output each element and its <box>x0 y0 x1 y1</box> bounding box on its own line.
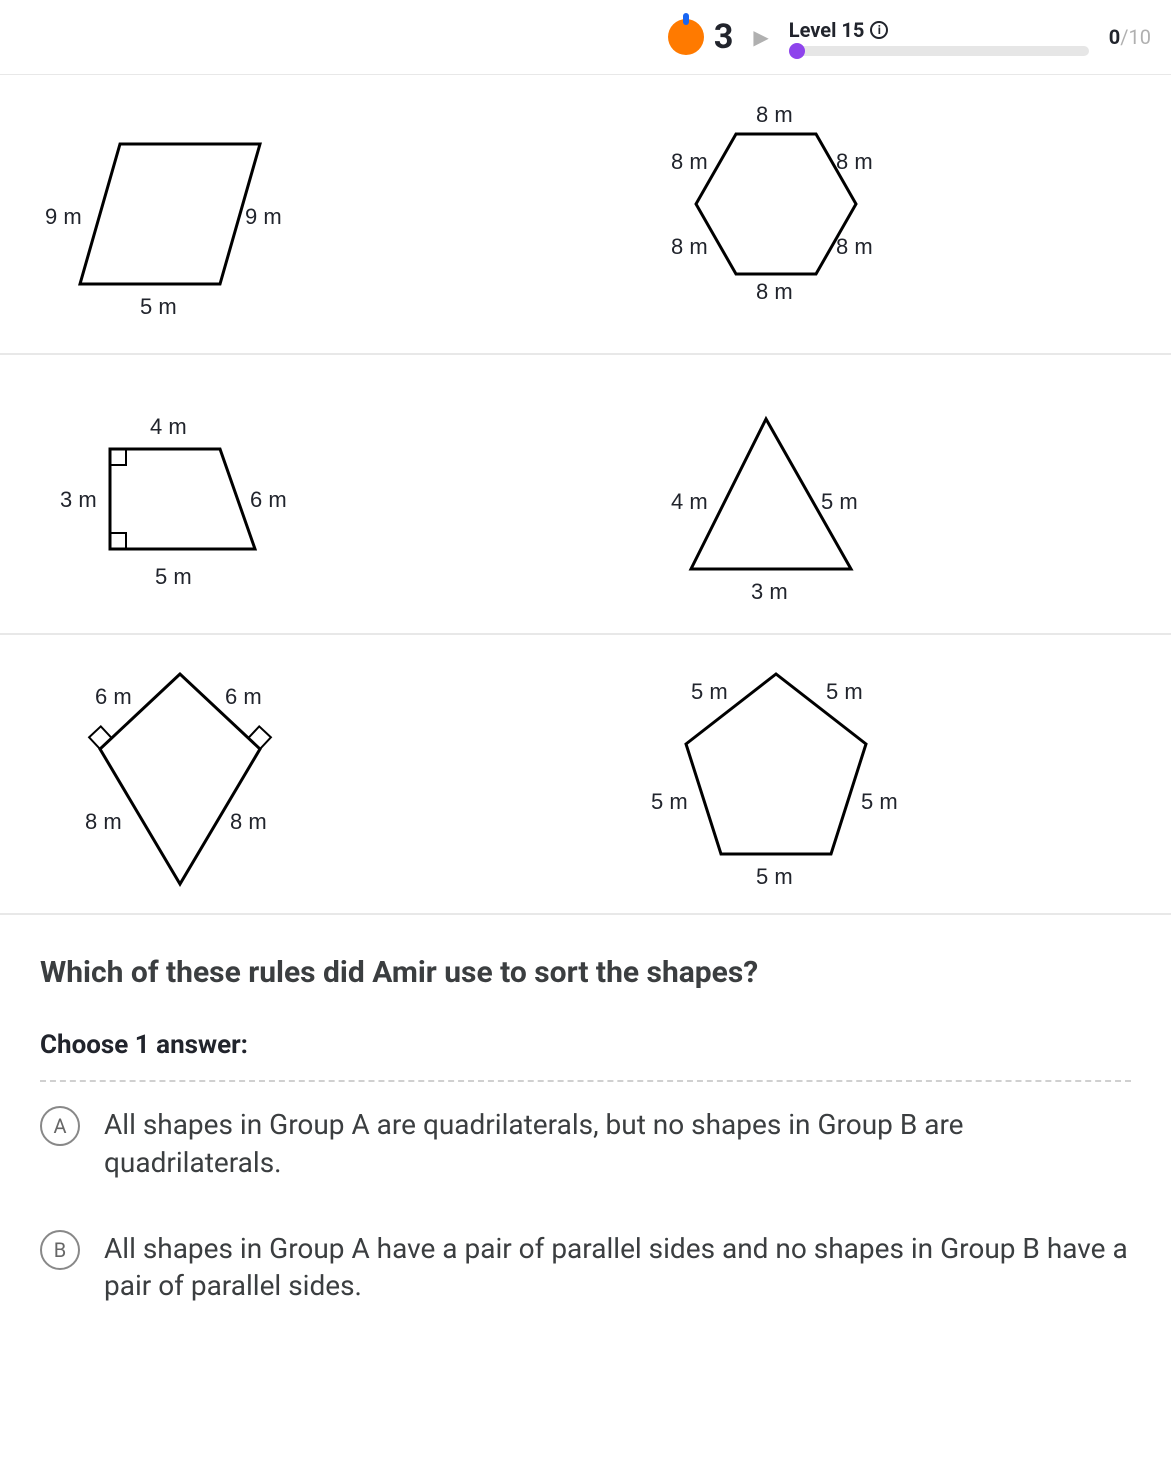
answer-text-b: All shapes in Group A have a pair of par… <box>104 1230 1131 1306</box>
progress-dot <box>789 43 805 59</box>
shape-parallelogram: 9 m 9 m 5 m <box>0 75 586 355</box>
exercise-header: 3 ▶ Level 15 i 0/10 <box>0 0 1171 75</box>
label: 5 m <box>140 294 177 319</box>
label: 4 m <box>150 414 187 439</box>
score-display: 0/10 <box>1109 25 1151 49</box>
label: 4 m <box>671 489 708 514</box>
label: 6 m <box>225 684 262 709</box>
label: 8 m <box>836 234 873 259</box>
label: 6 m <box>250 487 287 512</box>
label: 8 m <box>671 234 708 259</box>
label: 3 m <box>751 579 788 604</box>
label: 5 m <box>651 789 688 814</box>
level-block: Level 15 i <box>789 18 1089 56</box>
header-right: 3 ▶ Level 15 i 0/10 <box>668 17 1151 57</box>
question-text: Which of these rules did Amir use to sor… <box>0 915 1171 1000</box>
info-icon[interactable]: i <box>870 21 888 39</box>
answer-option[interactable]: A All shapes in Group A are quadrilatera… <box>40 1082 1131 1206</box>
shape-kite: 6 m 6 m 8 m 8 m <box>0 635 586 915</box>
label: 5 m <box>821 489 858 514</box>
label: 8 m <box>671 149 708 174</box>
answer-option[interactable]: B All shapes in Group A have a pair of p… <box>40 1206 1131 1330</box>
shape-pentagon: 5 m 5 m 5 m 5 m 5 m <box>586 635 1171 915</box>
answer-text-a: All shapes in Group A are quadrilaterals… <box>104 1106 1131 1182</box>
shape-right-trapezoid: 4 m 3 m 6 m 5 m <box>0 355 586 635</box>
label: 8 m <box>85 809 122 834</box>
content: 9 m 9 m 5 m 8 m 8 m 8 m 8 m 8 m 8 m 4 <box>0 75 1171 1369</box>
label: 8 m <box>756 102 793 127</box>
label: 8 m <box>230 809 267 834</box>
shape-triangle: 4 m 5 m 3 m <box>586 355 1171 635</box>
shape-hexagon: 8 m 8 m 8 m 8 m 8 m 8 m <box>586 75 1171 355</box>
streak-count: 3 <box>714 17 734 57</box>
label: 5 m <box>826 679 863 704</box>
shapes-grid: 9 m 9 m 5 m 8 m 8 m 8 m 8 m 8 m 8 m 4 <box>0 75 1171 915</box>
score-current: 0 <box>1109 25 1120 49</box>
label: 5 m <box>756 864 793 889</box>
label: 3 m <box>60 487 97 512</box>
score-total: /10 <box>1120 25 1151 49</box>
play-icon[interactable]: ▶ <box>753 25 768 49</box>
label: 5 m <box>861 789 898 814</box>
streak-flame-icon <box>668 19 704 55</box>
streak-badge: 3 <box>668 17 734 57</box>
level-label: Level 15 <box>789 18 865 42</box>
label: 8 m <box>756 279 793 304</box>
answer-list: A All shapes in Group A are quadrilatera… <box>0 1080 1171 1329</box>
label: 9 m <box>45 204 82 229</box>
label: 9 m <box>245 204 282 229</box>
label: 6 m <box>95 684 132 709</box>
level-progress <box>789 46 1089 56</box>
answer-letter-b[interactable]: B <box>40 1230 80 1270</box>
label: 8 m <box>836 149 873 174</box>
choose-prompt: Choose 1 answer: <box>0 1000 1171 1080</box>
label: 5 m <box>691 679 728 704</box>
answer-letter-a[interactable]: A <box>40 1106 80 1146</box>
label: 5 m <box>155 564 192 589</box>
